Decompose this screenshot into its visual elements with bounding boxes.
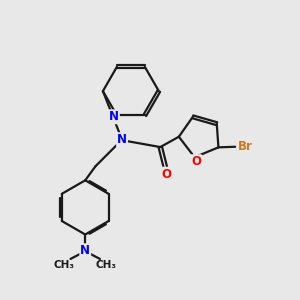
Text: CH₃: CH₃	[53, 260, 74, 270]
Text: N: N	[80, 244, 90, 257]
Text: CH₃: CH₃	[96, 260, 117, 270]
Text: O: O	[191, 155, 201, 168]
Text: Br: Br	[238, 140, 252, 153]
Text: N: N	[109, 110, 119, 123]
Text: N: N	[117, 133, 127, 146]
Text: O: O	[161, 168, 171, 181]
